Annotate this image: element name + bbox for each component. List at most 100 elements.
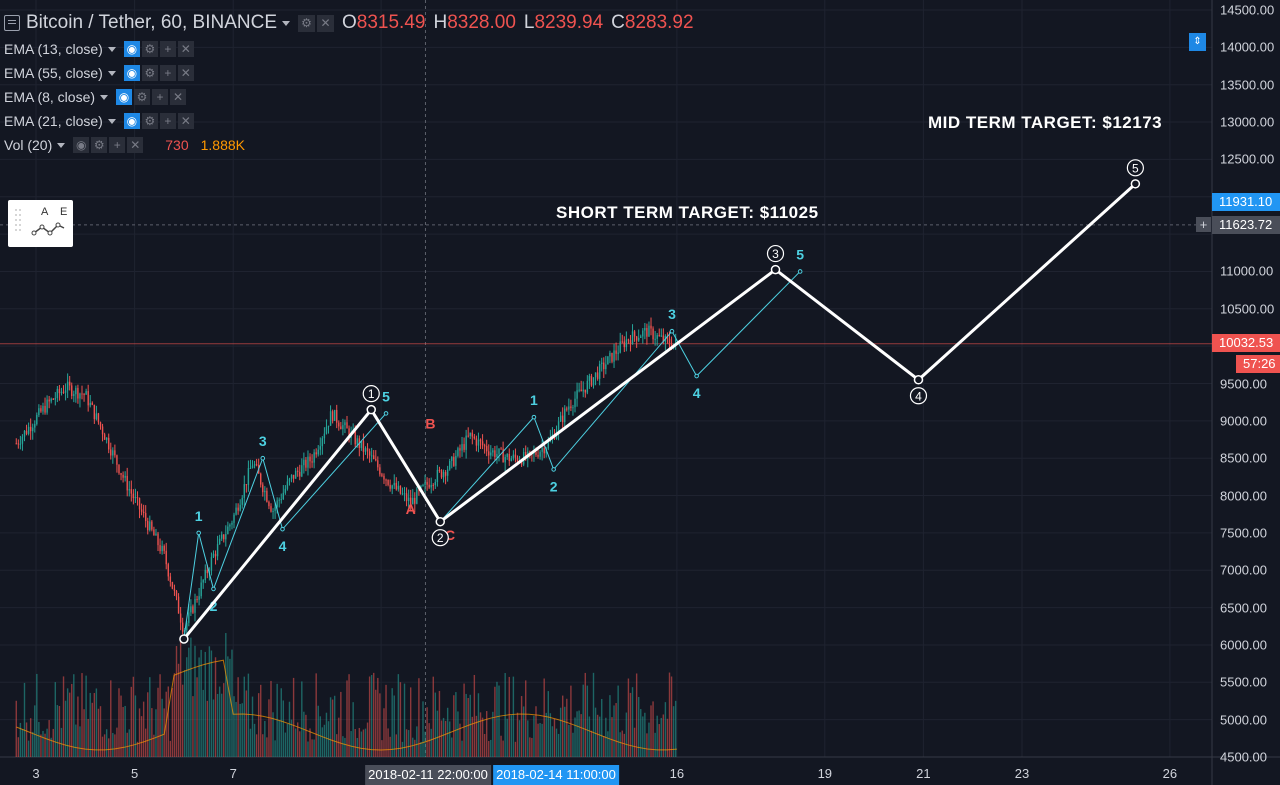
settings-icon[interactable]: ⚙: [134, 89, 151, 105]
candle-body: [251, 465, 254, 468]
candle-body: [557, 421, 560, 432]
menu-icon[interactable]: [4, 15, 20, 31]
indicator-ema-13[interactable]: EMA (13, close) ◉ ⚙ + ✕: [4, 38, 202, 60]
eye-icon[interactable]: ◉: [123, 65, 140, 81]
close-icon[interactable]: ✕: [317, 14, 334, 32]
close-icon[interactable]: ✕: [177, 113, 194, 129]
candle-body: [586, 380, 589, 393]
close-icon[interactable]: ✕: [177, 65, 194, 81]
volume-bar: [218, 686, 221, 757]
candle-body: [537, 454, 539, 457]
plus-icon[interactable]: +: [159, 65, 176, 81]
candle-body: [157, 533, 159, 546]
candle-body: [317, 449, 319, 455]
indicator-ema-8[interactable]: EMA (8, close) ◉ ⚙ + ✕: [4, 86, 194, 108]
plus-icon[interactable]: +: [152, 89, 169, 105]
volume-bar: [329, 697, 332, 757]
close-icon[interactable]: ✕: [170, 89, 187, 105]
chevron-down-icon[interactable]: [100, 94, 109, 100]
eye-icon[interactable]: ◉: [123, 41, 140, 57]
correction-label: C: [445, 527, 455, 543]
volume-bar: [508, 676, 510, 757]
candle-body: [418, 489, 420, 491]
volume-bar: [52, 728, 54, 757]
candle-body: [590, 375, 593, 386]
elliott-wave-tool[interactable]: A E: [8, 200, 73, 247]
volume-bar: [379, 693, 381, 757]
candle-body: [15, 443, 17, 445]
chevron-down-icon[interactable]: [107, 70, 116, 76]
volume-bar: [366, 722, 369, 757]
candle-body: [101, 426, 104, 435]
volume-bar: [535, 706, 537, 757]
volume-bar: [249, 728, 252, 757]
candle-body: [278, 499, 280, 501]
close-icon[interactable]: ✕: [127, 137, 144, 153]
plus-icon[interactable]: +: [109, 137, 126, 153]
volume-bar: [432, 676, 434, 757]
indicator-label: Vol (20): [4, 137, 53, 153]
candle-body: [379, 467, 381, 475]
subwave-label: 1: [530, 392, 538, 408]
symbol-title[interactable]: Bitcoin / Tether, 60, BINANCE: [26, 12, 277, 33]
volume-bar: [17, 737, 20, 757]
volume-bar: [629, 692, 632, 757]
chevron-down-icon[interactable]: [282, 20, 290, 26]
indicator-ema-55[interactable]: EMA (55, close) ◉ ⚙ + ✕: [4, 62, 202, 84]
volume-bar: [555, 728, 558, 757]
volume-bar: [461, 740, 463, 757]
candle-body: [95, 413, 98, 420]
volume-bar: [340, 691, 342, 757]
volume-bar: [477, 693, 480, 757]
candle-body: [648, 325, 650, 337]
add-alert-icon[interactable]: +: [1196, 217, 1211, 232]
candle-body: [40, 408, 42, 412]
volume-bar: [525, 680, 527, 757]
volume-bar: [646, 733, 648, 757]
volume-bar: [105, 729, 108, 757]
candle-body: [469, 432, 471, 436]
volume-bar: [467, 698, 469, 757]
volume-bar: [613, 705, 615, 757]
price-tick-label: 10500.00: [1220, 301, 1275, 317]
volume-bar: [557, 733, 560, 757]
volume-bar: [149, 677, 151, 757]
plus-icon[interactable]: +: [159, 41, 176, 57]
volume-bar: [56, 705, 59, 757]
indicator-volume[interactable]: Vol (20) ◉ ⚙ + ✕ 730 1.888K: [4, 134, 245, 156]
time-tick-label: 3: [32, 766, 40, 781]
close-icon[interactable]: ✕: [177, 41, 194, 57]
volume-bar: [237, 677, 239, 757]
candle-body: [75, 387, 77, 395]
scroll-to-latest-icon[interactable]: ⇕: [1189, 33, 1206, 51]
settings-icon[interactable]: ⚙: [91, 137, 108, 153]
candle-body: [348, 428, 350, 438]
settings-icon[interactable]: ⚙: [141, 41, 158, 57]
settings-icon[interactable]: ⚙: [141, 65, 158, 81]
candle-body: [354, 431, 356, 445]
price-tick-label: 5500.00: [1220, 674, 1267, 690]
candle-body: [640, 336, 642, 338]
candle-body: [434, 481, 437, 486]
candle-body: [175, 590, 178, 597]
volume-bar: [559, 707, 562, 757]
volume-bar: [492, 711, 494, 757]
volume-bar: [586, 685, 589, 757]
candle-body: [594, 372, 597, 378]
chevron-down-icon[interactable]: [107, 46, 116, 52]
eye-icon[interactable]: ◉: [123, 113, 140, 129]
chevron-down-icon[interactable]: [107, 118, 116, 124]
eye-icon[interactable]: ◉: [73, 137, 90, 153]
volume-bar: [303, 711, 305, 757]
plus-icon[interactable]: +: [159, 113, 176, 129]
indicator-ema-21[interactable]: EMA (21, close) ◉ ⚙ + ✕: [4, 110, 202, 132]
chevron-down-icon[interactable]: [57, 142, 66, 148]
volume-bar: [609, 695, 611, 757]
settings-icon[interactable]: ⚙: [298, 14, 315, 32]
volume-bar: [625, 712, 628, 757]
settings-icon[interactable]: ⚙: [141, 113, 158, 129]
volume-bar: [64, 700, 67, 757]
eye-icon[interactable]: ◉: [116, 89, 133, 105]
candle-body: [446, 469, 449, 476]
